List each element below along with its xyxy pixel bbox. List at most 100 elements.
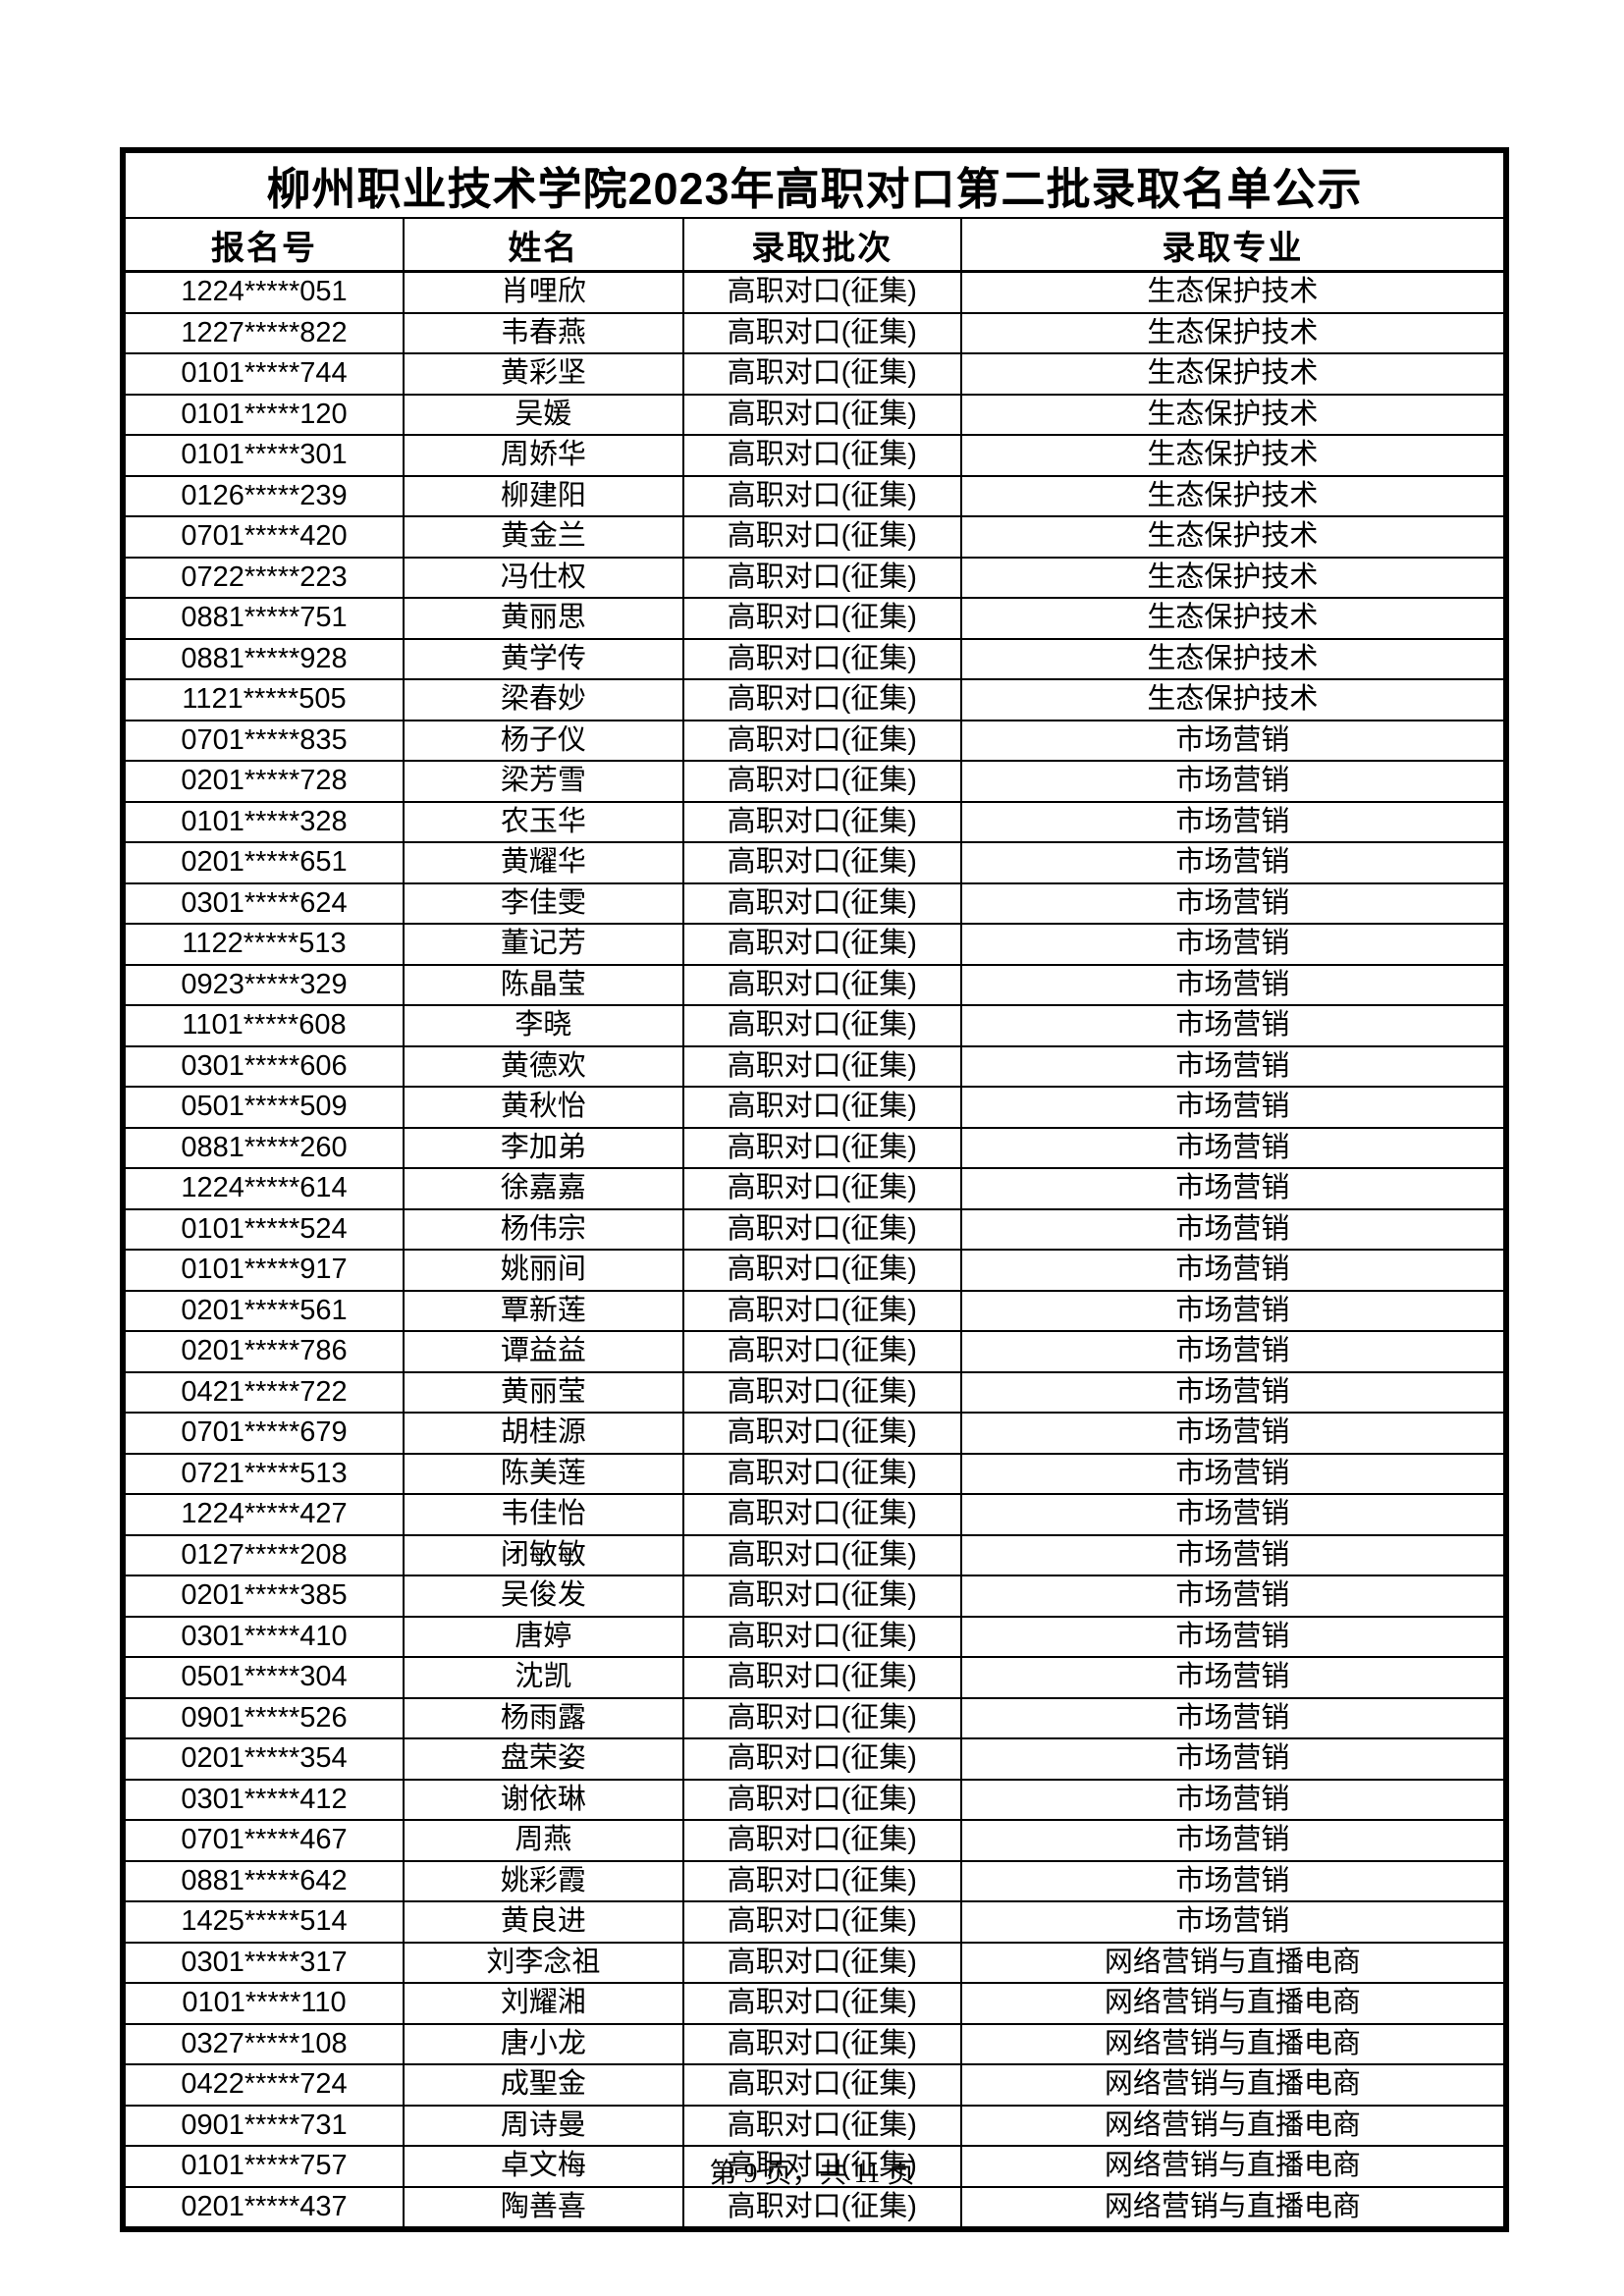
table-row: 0421*****722 黄丽莹 高职对口(征集) 市场营销	[121, 1370, 1508, 1414]
batch-cell: 高职对口(征集)	[681, 760, 962, 803]
name-cell: 黄彩坚	[403, 352, 684, 396]
major-cell: 网络营销与直播电商	[959, 1982, 1508, 2025]
batch-cell: 高职对口(征集)	[681, 1330, 962, 1373]
batch-cell: 高职对口(征集)	[681, 2022, 962, 2065]
name-cell: 梁芳雪	[403, 760, 684, 803]
name-cell: 周娇华	[403, 434, 684, 477]
name-cell: 唐小龙	[403, 2022, 684, 2065]
table-row: 0101*****120 吴媛 高职对口(征集) 生态保护技术	[121, 393, 1508, 436]
registration-number-cell: 0126*****239	[121, 474, 406, 517]
major-cell: 市场营销	[959, 1167, 1508, 1210]
major-cell: 生态保护技术	[959, 270, 1508, 314]
name-cell: 陶善喜	[403, 2185, 684, 2230]
major-cell: 市场营销	[959, 1126, 1508, 1169]
table-row: 1224*****051 肖哩欣 高职对口(征集) 生态保护技术	[121, 270, 1508, 314]
name-cell: 黄耀华	[403, 841, 684, 884]
registration-number-cell: 0701*****835	[121, 719, 406, 762]
major-cell: 市场营销	[959, 760, 1508, 803]
batch-cell: 高职对口(征集)	[681, 881, 962, 925]
name-cell: 黄学传	[403, 637, 684, 680]
name-cell: 黄良进	[403, 1900, 684, 1944]
batch-cell: 高职对口(征集)	[681, 1044, 962, 1088]
table-row: 0201*****385 吴俊发 高职对口(征集) 市场营销	[121, 1575, 1508, 1618]
major-cell: 市场营销	[959, 1493, 1508, 1536]
major-cell: 市场营销	[959, 1615, 1508, 1658]
name-cell: 韦佳怡	[403, 1493, 684, 1536]
batch-cell: 高职对口(征集)	[681, 1004, 962, 1047]
table-row: 0101*****744 黄彩坚 高职对口(征集) 生态保护技术	[121, 352, 1508, 396]
table-row: 0201*****651 黄耀华 高职对口(征集) 市场营销	[121, 841, 1508, 884]
table-row: 0701*****835 杨子仪 高职对口(征集) 市场营销	[121, 719, 1508, 762]
registration-number-cell: 0201*****385	[121, 1575, 406, 1618]
name-cell: 黄德欢	[403, 1044, 684, 1088]
page-title: 柳州职业技术学院2023年高职对口第二批录取名单公示	[122, 149, 1507, 219]
batch-cell: 高职对口(征集)	[681, 311, 962, 354]
table-row: 0101*****301 周娇华 高职对口(征集) 生态保护技术	[121, 434, 1508, 477]
registration-number-cell: 0721*****513	[121, 1452, 406, 1495]
name-cell: 杨子仪	[403, 719, 684, 762]
registration-number-cell: 0881*****751	[121, 597, 406, 640]
batch-cell: 高职对口(征集)	[681, 434, 962, 477]
registration-number-cell: 0101*****917	[121, 1249, 406, 1292]
registration-number-cell: 0881*****642	[121, 1859, 406, 1902]
name-cell: 谭益益	[403, 1330, 684, 1373]
batch-cell: 高职对口(征集)	[681, 1778, 962, 1821]
registration-number-cell: 0101*****757	[121, 2145, 406, 2188]
registration-number-cell: 0301*****412	[121, 1778, 406, 1821]
table-row: 0126*****239 柳建阳 高职对口(征集) 生态保护技术	[121, 474, 1508, 517]
batch-cell: 高职对口(征集)	[681, 1696, 962, 1739]
batch-cell: 高职对口(征集)	[681, 393, 962, 436]
batch-cell: 高职对口(征集)	[681, 1126, 962, 1169]
name-cell: 胡桂源	[403, 1412, 684, 1455]
name-cell: 董记芳	[403, 923, 684, 966]
table-row: 0301*****412 谢依琳 高职对口(征集) 市场营销	[121, 1778, 1508, 1821]
registration-number-cell: 0701*****679	[121, 1412, 406, 1455]
table-row: 0101*****757 卓文梅 高职对口(征集) 网络营销与直播电商	[121, 2145, 1508, 2188]
batch-cell: 高职对口(征集)	[681, 1859, 962, 1902]
table-row: 0101*****328 农玉华 高职对口(征集) 市场营销	[121, 800, 1508, 843]
registration-number-cell: 0101*****524	[121, 1207, 406, 1251]
table-header-row: 报名号 姓名 录取批次 录取专业	[121, 217, 1508, 273]
name-cell: 黄金兰	[403, 515, 684, 559]
registration-number-cell: 0881*****260	[121, 1126, 406, 1169]
major-cell: 市场营销	[959, 1533, 1508, 1576]
major-cell: 市场营销	[959, 800, 1508, 843]
admission-list-table: 柳州职业技术学院2023年高职对口第二批录取名单公示 报名号 姓名 录取批次 录取专业…	[120, 147, 1509, 2232]
registration-number-cell: 0923*****329	[121, 963, 406, 1006]
batch-cell: 高职对口(征集)	[681, 1452, 962, 1495]
batch-cell: 高职对口(征集)	[681, 1370, 962, 1414]
registration-number-cell: 0201*****437	[121, 2185, 406, 2230]
batch-cell: 高职对口(征集)	[681, 1575, 962, 1618]
major-cell: 生态保护技术	[959, 352, 1508, 396]
major-cell: 市场营销	[959, 1737, 1508, 1781]
batch-cell: 高职对口(征集)	[681, 2063, 962, 2107]
name-cell: 闭敏敏	[403, 1533, 684, 1576]
batch-cell: 高职对口(征集)	[681, 1900, 962, 1944]
column-header-admission-major: 录取专业	[959, 217, 1508, 273]
major-cell: 市场营销	[959, 881, 1508, 925]
title-row: 柳州职业技术学院2023年高职对口第二批录取名单公示	[122, 149, 1507, 219]
batch-cell: 高职对口(征集)	[681, 1941, 962, 1984]
registration-number-cell: 0701*****420	[121, 515, 406, 559]
column-header-registration-number: 报名号	[121, 217, 406, 273]
name-cell: 吴俊发	[403, 1575, 684, 1618]
registration-number-cell: 1224*****614	[121, 1167, 406, 1210]
name-cell: 陈晶莹	[403, 963, 684, 1006]
registration-number-cell: 0421*****722	[121, 1370, 406, 1414]
major-cell: 市场营销	[959, 1207, 1508, 1251]
major-cell: 市场营销	[959, 841, 1508, 884]
major-cell: 市场营销	[959, 1900, 1508, 1944]
name-cell: 李加弟	[403, 1126, 684, 1169]
batch-cell: 高职对口(征集)	[681, 1982, 962, 2025]
major-cell: 网络营销与直播电商	[959, 2063, 1508, 2107]
table-row: 1101*****608 李晓 高职对口(征集) 市场营销	[121, 1004, 1508, 1047]
name-cell: 姚彩霞	[403, 1859, 684, 1902]
registration-number-cell: 1122*****513	[121, 923, 406, 966]
major-cell: 生态保护技术	[959, 678, 1508, 721]
batch-cell: 高职对口(征集)	[681, 556, 962, 599]
name-cell: 黄丽思	[403, 597, 684, 640]
registration-number-cell: 0501*****509	[121, 1086, 406, 1129]
batch-cell: 高职对口(征集)	[681, 1615, 962, 1658]
name-cell: 谢依琳	[403, 1778, 684, 1821]
name-cell: 韦春燕	[403, 311, 684, 354]
